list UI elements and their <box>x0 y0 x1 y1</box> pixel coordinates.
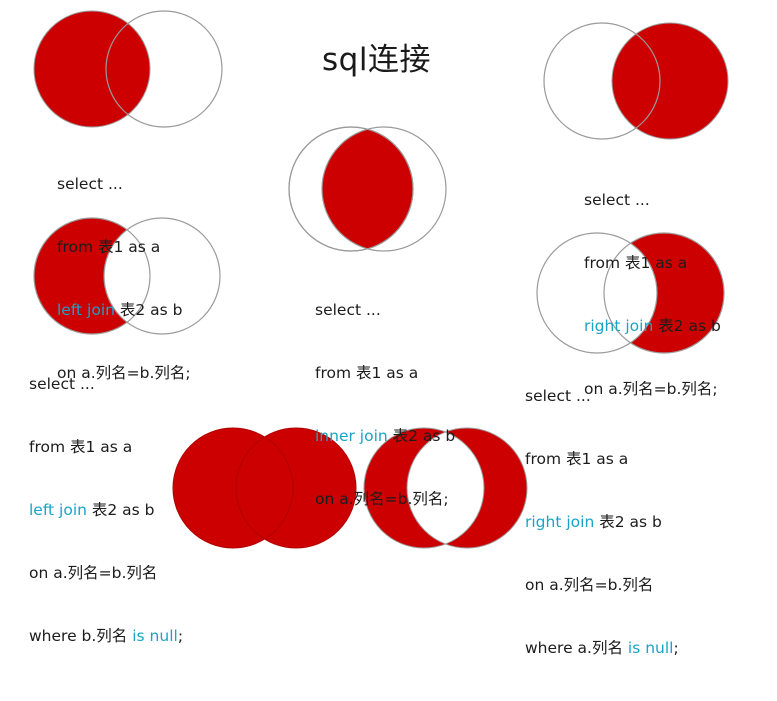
code-line: from 表1 as a <box>584 254 688 272</box>
code-line: select ... <box>57 175 123 193</box>
code-right-only: select ... from 表1 as a right join 表2 as… <box>525 344 679 701</box>
venn-inner-join <box>288 126 447 252</box>
code-line: from 表1 as a <box>57 238 161 256</box>
venn-circle-a-outline <box>33 217 151 335</box>
sql-join-infographic: sql连接 <box>29 10 729 657</box>
code-line: on a.列名=b.列名; <box>315 490 449 508</box>
code-line: right join 表2 as b <box>584 317 721 335</box>
code-line: select ... <box>29 375 95 393</box>
venn-circle-b <box>105 10 223 128</box>
venn-right-join <box>543 22 729 140</box>
venn-left-join <box>33 10 223 128</box>
venn-right-only <box>536 232 725 354</box>
venn-circle-a <box>536 232 658 354</box>
code-line: where a.列名 is null; <box>525 639 679 657</box>
venn-circle-a-outline <box>363 427 485 549</box>
venn-intersection-blank <box>104 218 150 334</box>
code-line: select ... <box>584 191 650 209</box>
code-line: inner join 表2 as b <box>315 427 456 445</box>
code-left-only: select ... from 表1 as a left join 表2 as … <box>29 332 183 689</box>
code-line: left join 表2 as b <box>57 301 183 319</box>
venn-full-join <box>172 427 357 549</box>
code-right-join: select ... from 表1 as a right join 表2 as… <box>584 148 721 442</box>
venn-circle-a <box>543 22 661 140</box>
venn-circle-a <box>33 10 151 128</box>
code-line: left join 表2 as b <box>29 501 155 519</box>
code-line: right join 表2 as b <box>525 513 662 531</box>
page-title: sql连接 <box>322 42 431 78</box>
venn-circle-b <box>321 126 447 252</box>
venn-circle-b <box>103 217 221 335</box>
venn-intersection-blank <box>407 428 484 548</box>
venn-circle-a-outline <box>172 427 294 549</box>
code-line: where b.列名 is null; <box>29 627 184 645</box>
venn-circle-b-outline <box>235 427 357 549</box>
code-inner-join: select ... from 表1 as a inner join 表2 as… <box>315 258 455 552</box>
code-line: from 表1 as a <box>29 438 133 456</box>
code-left-join: select ... from 表1 as a left join 表2 as … <box>57 132 191 426</box>
code-line: on a.列名=b.列名; <box>584 380 718 398</box>
venn-circle-a-outline <box>288 126 414 252</box>
venn-full-minus-intersection <box>363 427 528 549</box>
venn-circle-b <box>236 428 356 548</box>
code-line: on a.列名=b.列名 <box>525 576 654 594</box>
venn-left-only <box>33 217 221 335</box>
code-line: from 表1 as a <box>315 364 419 382</box>
venn-intersection <box>322 127 413 251</box>
code-line: select ... <box>525 387 591 405</box>
venn-circle-b <box>611 22 729 140</box>
code-line: select ... <box>315 301 381 319</box>
venn-circle-b-outline <box>603 232 725 354</box>
code-line: on a.列名=b.列名; <box>57 364 191 382</box>
venn-circle-b-outline <box>406 427 528 549</box>
venn-diagrams <box>33 10 729 549</box>
code-line: on a.列名=b.列名 <box>29 564 158 582</box>
venn-intersection-blank <box>604 233 657 353</box>
code-line: from 表1 as a <box>525 450 629 468</box>
